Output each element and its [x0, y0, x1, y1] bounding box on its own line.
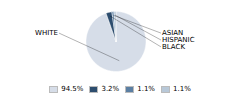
- svg-text:HISPANIC: HISPANIC: [162, 36, 195, 44]
- html-text:3.2%: 3.2%: [101, 85, 120, 93]
- svg-text:ASIAN: ASIAN: [162, 29, 184, 38]
- html-text:1.1%: 1.1%: [137, 85, 155, 93]
- svg-text:BLACK: BLACK: [162, 43, 185, 51]
- svg-text:WHITE: WHITE: [35, 29, 58, 37]
- html-text:94.5%: 94.5%: [61, 85, 84, 93]
- html-text:1.1%: 1.1%: [173, 85, 191, 93]
